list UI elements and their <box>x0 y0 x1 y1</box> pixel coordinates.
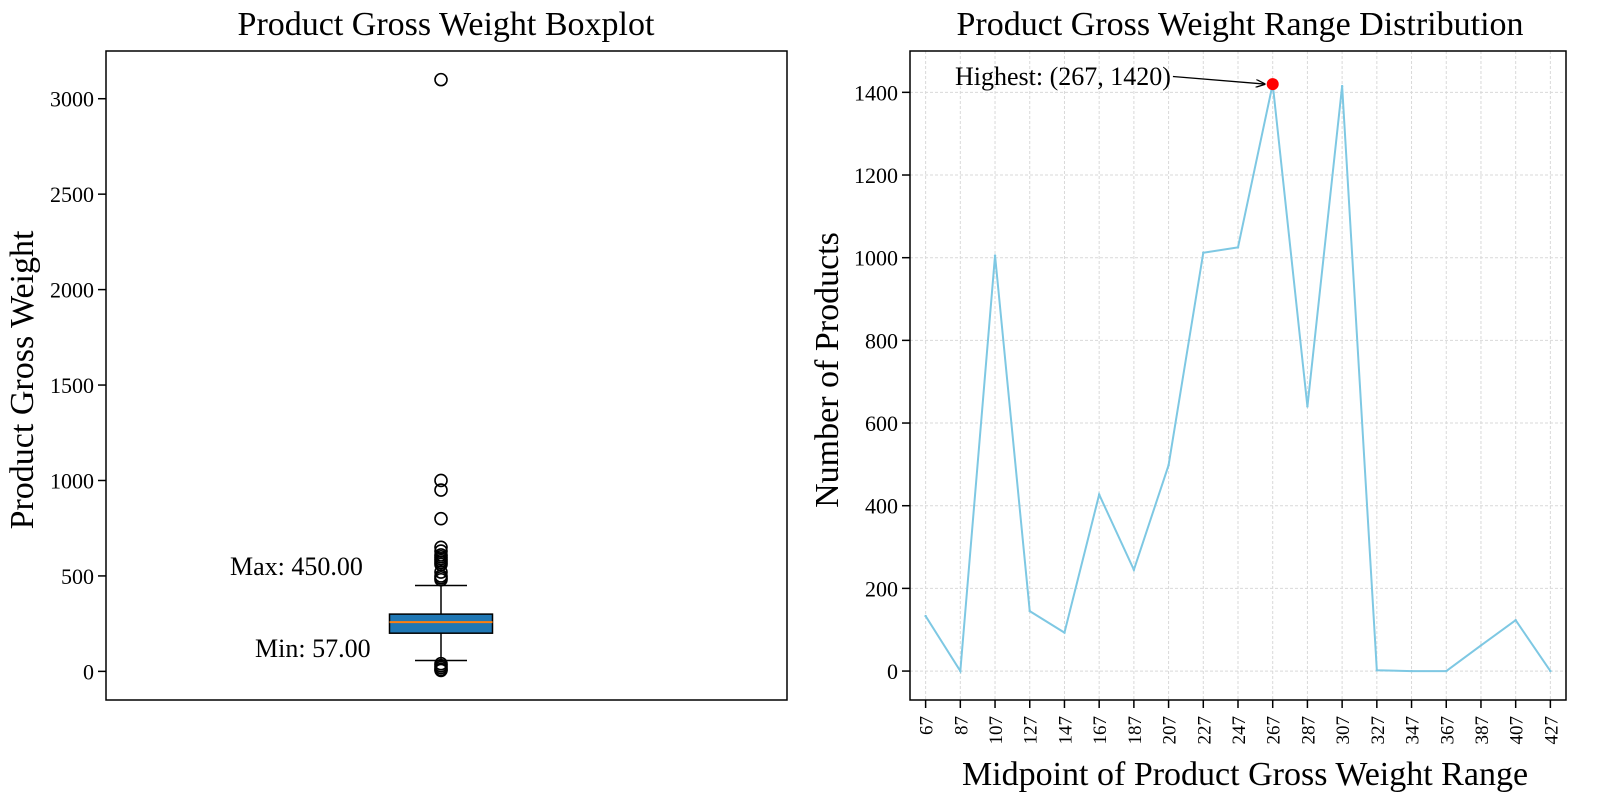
boxplot-title: Product Gross Weight Boxplot <box>238 6 655 43</box>
line-chart-x-tick-label: 187 <box>1125 716 1146 745</box>
line-chart-y-tick-label: 800 <box>865 328 898 353</box>
boxplot-y-tick-label: 2000 <box>50 278 94 303</box>
boxplot-y-tick-label: 2500 <box>50 182 94 207</box>
highlight-point <box>1266 78 1279 91</box>
boxplot-y-ticks: 0 500 1000 1500 2000 2500 3000 <box>50 87 106 684</box>
line-chart-y-tick-label: 400 <box>865 494 898 519</box>
line-chart-grid <box>910 51 1566 700</box>
boxplot-box <box>388 613 494 634</box>
line-chart-point-287 <box>1306 405 1309 408</box>
line-chart-y-ticks: 0 200 400 600 800 1000 1200 1400 <box>854 80 910 684</box>
highlight-arrow <box>1172 75 1265 85</box>
boxplot-outlier <box>434 473 448 488</box>
highlight-annotation: Highest: (267, 1420) <box>955 62 1171 91</box>
boxplot-outlier <box>434 511 448 526</box>
line-chart-x-tick-label: 307 <box>1333 716 1354 745</box>
boxplot-frame <box>105 50 788 701</box>
boxplot-max-annotation: Max: 450.00 <box>230 552 363 581</box>
boxplot-y-tick-label: 1000 <box>50 468 94 493</box>
line-chart-x-tick-label: 107 <box>986 716 1007 745</box>
line-chart-x-tick-label: 427 <box>1541 716 1562 745</box>
line-chart-point-327 <box>1375 669 1379 672</box>
line-chart-panel: Product Gross Weight Range Distribution … <box>809 6 1567 793</box>
boxplot-y-tick-label: 3000 <box>50 87 94 112</box>
line-chart-x-tick-label: 247 <box>1229 716 1250 745</box>
line-chart-y-tick-label: 200 <box>865 576 898 601</box>
boxplot-y-tick-label: 500 <box>61 564 94 589</box>
line-chart-x-ticks: 67 87 107 127 147 167 187 207 227 247 267 287 307 327… <box>917 700 1562 745</box>
line-chart-point-147 <box>1063 631 1066 634</box>
line-chart-title: Product Gross Weight Range Distribution <box>956 6 1523 43</box>
line-chart-point-87 <box>959 669 962 673</box>
line-chart-x-tick-label: 387 <box>1472 716 1493 745</box>
line-chart-x-tick-label: 347 <box>1403 716 1424 745</box>
line-chart-y-tick-label: 600 <box>865 411 898 436</box>
boxplot-outlier <box>434 565 448 579</box>
line-chart-x-tick-label: 367 <box>1437 716 1458 745</box>
line-chart-x-tick-label: 67 <box>917 716 938 735</box>
line-chart-x-tick-label: 407 <box>1507 716 1528 745</box>
line-chart-y-tick-label: 0 <box>887 659 898 684</box>
boxplot-y-tick-label: 1500 <box>50 373 94 398</box>
line-chart-x-tick-label: 167 <box>1090 716 1111 745</box>
line-chart-point-307 <box>1340 84 1344 88</box>
line-chart-point-407 <box>1514 619 1517 622</box>
line-chart-point-347 <box>1410 669 1413 673</box>
line-chart-x-tick-label: 267 <box>1264 716 1285 745</box>
line-chart-x-tick-label: 227 <box>1194 716 1215 745</box>
line-chart-x-tick-label: 207 <box>1160 716 1181 745</box>
line-chart-series-points <box>924 82 1552 673</box>
line-chart-point-167 <box>1097 493 1101 496</box>
line-chart-x-tick-label: 147 <box>1055 716 1076 745</box>
line-chart-point-227 <box>1202 251 1205 254</box>
line-chart-point-427 <box>1549 669 1552 673</box>
line-chart-point-387 <box>1479 644 1483 647</box>
boxplot-outlier <box>434 663 448 678</box>
boxplot-outlier <box>434 483 448 497</box>
line-chart-point-187 <box>1132 568 1136 571</box>
line-chart-y-axis-label: Number of Products <box>809 232 846 508</box>
boxplot-min-annotation: Min: 57.00 <box>255 634 371 663</box>
line-chart-y-tick-label: 1400 <box>854 80 898 105</box>
line-chart-y-tick-label: 1200 <box>854 163 898 188</box>
line-chart-x-tick-label: 287 <box>1298 716 1319 745</box>
boxplot-outlier <box>434 72 448 87</box>
boxplot-y-tick-label: 0 <box>83 659 94 684</box>
boxplot-y-axis-label: Product Gross Weight <box>4 230 41 529</box>
boxplot-panel: Product Gross Weight Boxplot Product Gro… <box>4 6 788 701</box>
line-chart-x-tick-label: 327 <box>1368 716 1389 745</box>
line-chart-x-tick-label: 127 <box>1021 716 1042 745</box>
line-chart-x-axis-label: Midpoint of Product Gross Weight Range <box>962 756 1528 793</box>
line-chart-point-107 <box>993 254 997 257</box>
line-chart-y-tick-label: 1000 <box>854 246 898 271</box>
line-chart-point-207 <box>1167 464 1170 467</box>
line-chart-point-67 <box>924 614 927 618</box>
line-chart-point-127 <box>1028 609 1031 613</box>
line-chart-point-247 <box>1236 246 1240 249</box>
line-chart-point-367 <box>1445 669 1448 673</box>
line-chart-x-tick-label: 87 <box>951 716 972 735</box>
